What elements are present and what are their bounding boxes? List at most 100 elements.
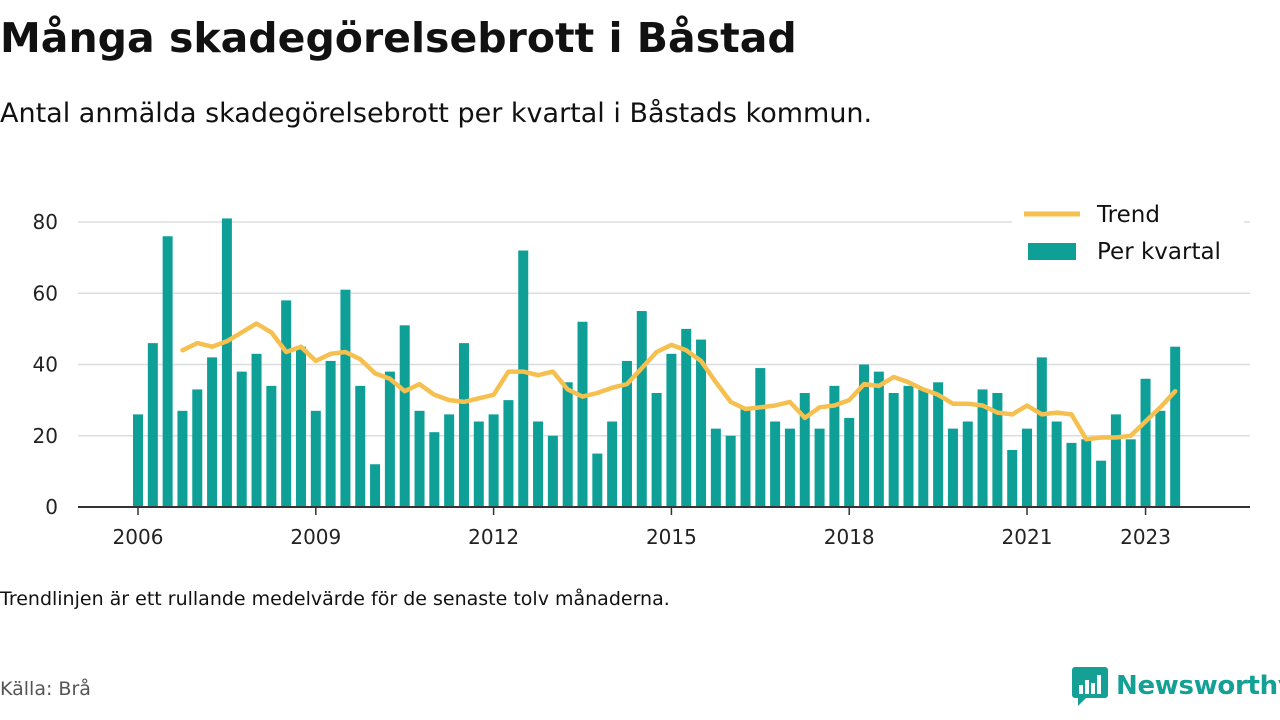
bar (488, 414, 499, 507)
bar (607, 421, 618, 507)
newsworthy-logo: Newsworthy (1072, 664, 1280, 708)
y-tick-label: 80 (33, 210, 58, 234)
legend-trend-label: Trend (1096, 202, 1160, 228)
legend: Trend Per kvartal (1012, 196, 1244, 274)
bar (636, 311, 647, 507)
bar (281, 300, 292, 507)
bar (1036, 357, 1047, 507)
bar (399, 325, 410, 507)
bar (340, 289, 351, 507)
bar (962, 421, 973, 507)
bar (888, 393, 899, 507)
bar (755, 368, 766, 507)
bar (133, 414, 143, 507)
bar (933, 382, 944, 507)
bar (829, 385, 840, 507)
bar (473, 421, 484, 507)
bar (533, 421, 544, 507)
bar (992, 393, 1003, 507)
bar (696, 339, 707, 507)
bar (310, 410, 321, 507)
bar (770, 421, 781, 507)
chart: 0 20 40 60 80 2006 2009 2012 2015 2018 2021 2023 Tr… (32, 196, 1250, 549)
legend-background (1012, 196, 1244, 274)
bar (918, 389, 929, 507)
chart-footnote: Trendlinjen är ett rullande medelvärde f… (0, 588, 670, 610)
y-tick-label: 0 (45, 495, 58, 519)
bar (562, 382, 573, 507)
bar (192, 389, 203, 507)
bar (458, 343, 469, 507)
axes: 0 20 40 60 80 2006 2009 2012 2015 2018 2021 2023 (33, 210, 1250, 549)
bar (355, 385, 366, 507)
bar (740, 407, 751, 507)
x-tick-label: 2021 (1002, 525, 1053, 549)
bar (147, 343, 158, 507)
bar (1066, 442, 1077, 507)
bar (1096, 460, 1107, 507)
bar (1140, 378, 1151, 507)
bar (518, 250, 529, 507)
x-tick-label: 2006 (113, 525, 164, 549)
bar (444, 414, 455, 507)
bar (207, 357, 218, 507)
bar (1051, 421, 1062, 507)
source-credit: Källa: Brå (0, 678, 91, 700)
bar (784, 428, 795, 507)
x-tick-label: 2023 (1120, 525, 1171, 549)
bar (1110, 414, 1121, 507)
bars (133, 218, 1181, 507)
newsworthy-logo-text: Newsworthy (1116, 671, 1280, 701)
bar (547, 435, 558, 507)
bar (236, 371, 247, 507)
bar (903, 385, 914, 507)
bar (681, 328, 692, 507)
y-tick-label: 20 (33, 424, 58, 448)
legend-bar-label: Per kvartal (1097, 239, 1221, 265)
bar (414, 410, 425, 507)
bar (666, 353, 677, 507)
bar (1155, 410, 1166, 507)
bar (1170, 346, 1181, 507)
bar (251, 353, 262, 507)
trend-line (180, 321, 1178, 442)
page-subtitle: Antal anmälda skadegörelsebrott per kvar… (0, 98, 873, 129)
bar (162, 236, 173, 507)
bar (651, 393, 662, 507)
x-tick-label: 2009 (290, 525, 341, 549)
bar (844, 417, 855, 507)
bar (977, 389, 988, 507)
x-tick-label: 2015 (646, 525, 697, 549)
bar (799, 393, 810, 507)
bar (592, 453, 603, 507)
x-tick-label: 2012 (468, 525, 519, 549)
bar (947, 428, 958, 507)
bar (1022, 428, 1033, 507)
legend-bar-swatch (1028, 243, 1076, 260)
bar (177, 410, 188, 507)
bar (814, 428, 825, 507)
bar (295, 346, 306, 507)
bar (370, 464, 381, 507)
bar (577, 321, 588, 507)
bar (621, 360, 632, 507)
bar (384, 371, 395, 507)
x-tick-label: 2018 (824, 525, 875, 549)
bar (859, 364, 870, 507)
bar (725, 435, 736, 507)
trend-line-layer (180, 321, 1178, 442)
bar (429, 432, 440, 507)
bar (503, 400, 514, 507)
bar (325, 360, 336, 507)
bar (1007, 450, 1018, 507)
bar (873, 371, 884, 507)
bar (710, 428, 721, 507)
bar (1125, 439, 1136, 507)
bar (221, 218, 232, 507)
bar (1081, 439, 1092, 507)
bar (266, 385, 277, 507)
y-tick-label: 60 (33, 281, 58, 305)
newsworthy-logo-icon (1072, 667, 1108, 706)
y-tick-label: 40 (33, 353, 58, 377)
page-title: Många skadegörelsebrott i Båstad (0, 14, 797, 62)
